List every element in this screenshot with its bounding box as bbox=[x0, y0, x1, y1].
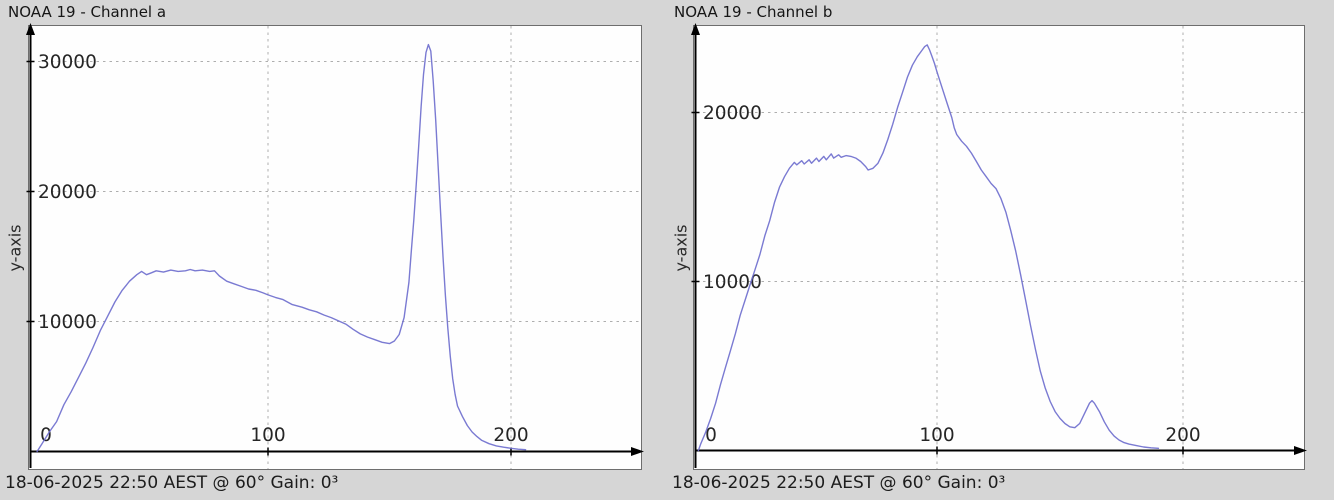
status-text-a: 18-06-2025 22:50 AEST @ 60° Gain: 0³ bbox=[5, 473, 339, 493]
y-axis-title-b: y-axis bbox=[671, 224, 691, 272]
chart-title-b: NOAA 19 - Channel b bbox=[674, 3, 833, 21]
status-text-b: 18-06-2025 22:50 AEST @ 60° Gain: 0³ bbox=[672, 473, 1006, 493]
y-axis-title-a: y-axis bbox=[5, 224, 25, 272]
plot-area-b bbox=[693, 25, 1305, 470]
chart-title-a: NOAA 19 - Channel a bbox=[8, 3, 167, 21]
plot-area-a bbox=[28, 25, 642, 470]
